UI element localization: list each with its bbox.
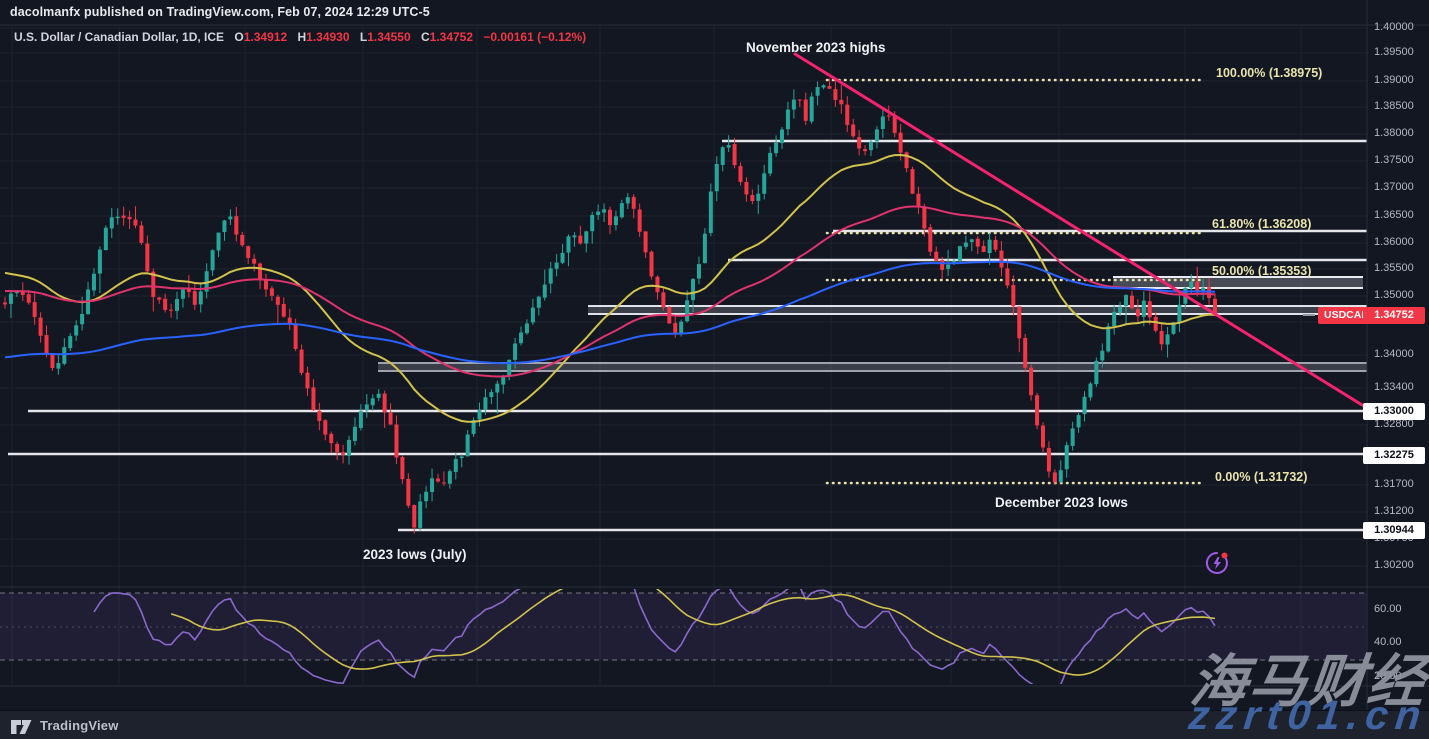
slow-ma-blue [4, 260, 1216, 365]
fib-level-label: 100.00% (1.38975) [1216, 66, 1323, 80]
moving-averages [4, 154, 1216, 423]
price-tick: 1.40000 [1374, 21, 1414, 33]
price-scale[interactable]: 1.40000 1.39500 1.39000 1.38500 1.38000 1.375… [1363, 0, 1429, 710]
price-tick: 1.37000 [1374, 181, 1414, 193]
price-level-label: 1.32275 [1363, 447, 1425, 464]
tradingview-logo[interactable] [8, 715, 34, 737]
downtrend-line[interactable] [793, 52, 1377, 415]
price-tick: 1.37500 [1374, 154, 1414, 166]
fib-level-label: 50.00% (1.35353) [1212, 264, 1312, 278]
fib-level-label: 0.00% (1.31732) [1215, 470, 1308, 484]
last-price-tick [1303, 314, 1315, 316]
published-byline: dacolmanfx published on TradingView.com,… [10, 5, 430, 19]
chart-annotation: November 2023 highs [746, 40, 886, 55]
symbol-price-tag: USDCAD [1318, 307, 1375, 324]
notification-dot [1221, 552, 1228, 559]
symbol-legend: U.S. Dollar / Canadian Dollar, 1D, ICE O… [14, 30, 586, 44]
price-tick: 1.38000 [1374, 127, 1414, 139]
sr-zones [378, 276, 1367, 372]
last-price-label: 1.34752 [1363, 307, 1425, 324]
sr-lines [8, 139, 1367, 532]
lightning-icon[interactable] [1203, 549, 1231, 577]
watermark-url: zzrt01.cn [1186, 692, 1429, 738]
price-level-label: 1.33000 [1363, 403, 1425, 420]
price-tick: 1.34000 [1374, 348, 1414, 360]
chart-annotation: December 2023 lows [995, 495, 1128, 510]
price-tick: 1.35000 [1374, 289, 1414, 301]
price-tick: 1.36000 [1374, 236, 1414, 248]
rsi-line [93, 589, 1216, 684]
close-value: 1.34752 [429, 30, 474, 44]
mid-ma-pink [4, 205, 1216, 378]
indicator-tick: 20.00 [1374, 670, 1402, 682]
rsi-band [0, 593, 1367, 660]
low-label: L [359, 30, 368, 44]
rsi-plot [93, 589, 1216, 684]
fib-level-label: 61.80% (1.36208) [1212, 217, 1312, 231]
symbol-title[interactable]: U.S. Dollar / Canadian Dollar, 1D, ICE [14, 30, 225, 44]
price-tick: 1.32800 [1374, 418, 1414, 430]
high-value: 1.34930 [306, 30, 350, 44]
price-tick: 1.38500 [1374, 100, 1414, 112]
low-value: 1.34550 [367, 30, 411, 44]
price-level-label: 1.30944 [1363, 522, 1425, 539]
fast-ma-yellow [4, 154, 1216, 423]
open-label: O [234, 30, 244, 44]
price-tick: 1.39000 [1374, 74, 1414, 86]
price-tick: 1.30200 [1374, 559, 1414, 571]
indicator-tick: 60.00 [1374, 603, 1402, 615]
chart-annotation: 2023 lows (July) [363, 547, 467, 562]
price-tick: 1.31700 [1374, 478, 1414, 490]
rsi-ma-line [170, 589, 1216, 676]
price-tick: 1.36500 [1374, 209, 1414, 221]
tradingview-brand-text[interactable]: TradingView [40, 718, 119, 733]
gridlines [0, 26, 1367, 685]
change-value: −0.00161 (−0.12%) [483, 30, 587, 44]
open-value: 1.34912 [243, 30, 288, 44]
high-label: H [297, 30, 307, 44]
price-tick: 1.31200 [1374, 505, 1414, 517]
price-tick: 1.39500 [1374, 46, 1414, 58]
indicator-tick: 40.00 [1374, 636, 1402, 648]
footer-bar: TradingView [0, 710, 1429, 739]
price-tick: 1.35500 [1374, 262, 1414, 274]
price-tick: 1.33400 [1374, 381, 1414, 393]
close-label: C [420, 30, 430, 44]
